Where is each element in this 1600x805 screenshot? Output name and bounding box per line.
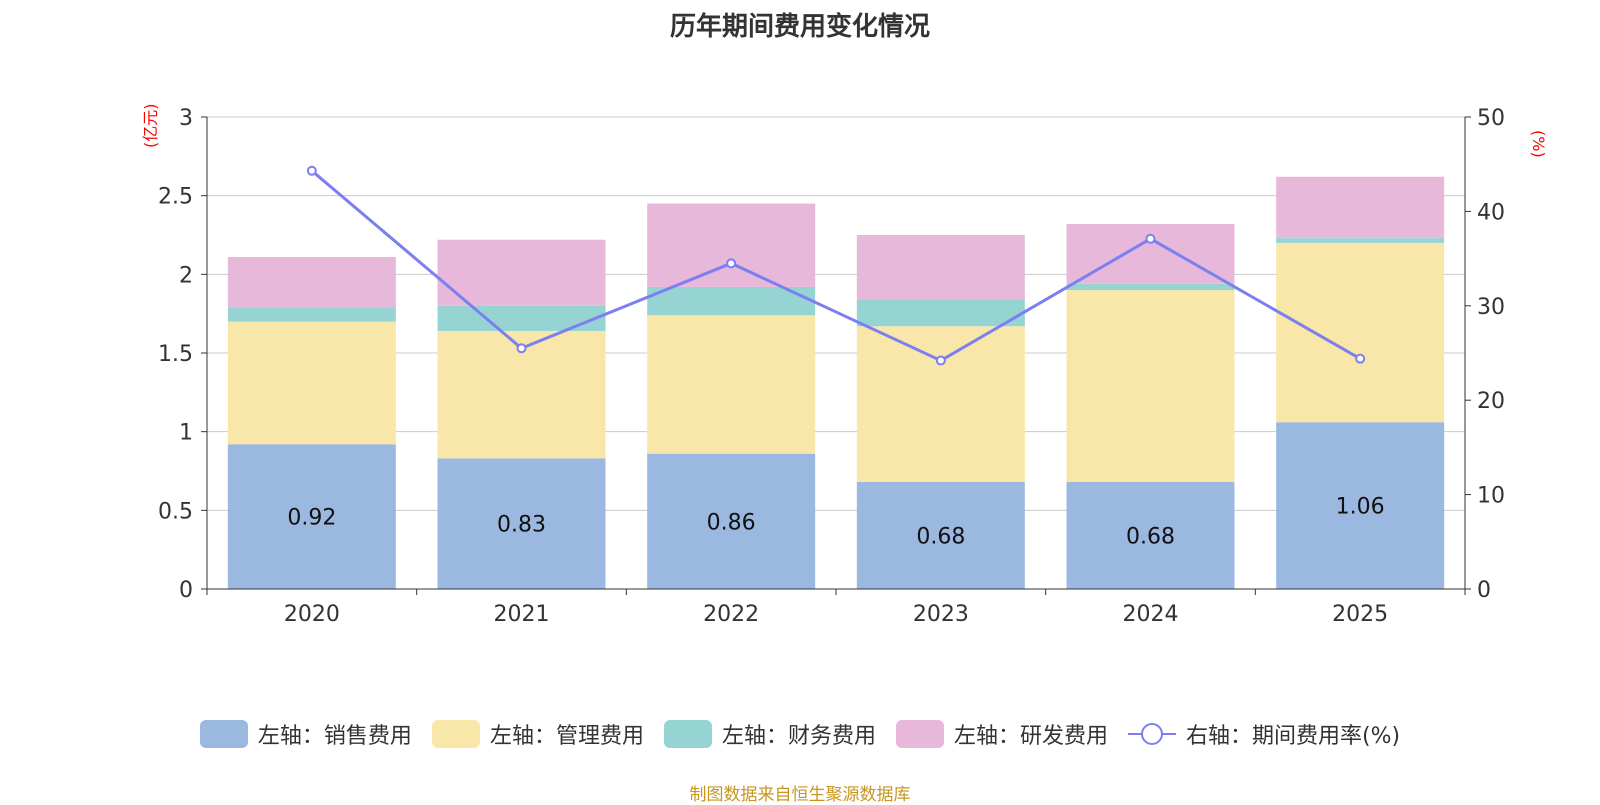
bar-segment-s3-2025 (1276, 176, 1445, 239)
left-axis-tick-label: 3 (179, 106, 193, 131)
bar-segment-s1-2025 (1276, 242, 1445, 423)
bar-segment-s2-2024 (1066, 283, 1235, 291)
legend-item-rnd[interactable]: 左轴：研发费用 (895, 718, 1108, 750)
bar-segment-s0-2024 (1066, 482, 1235, 589)
rate-point-2025 (1355, 353, 1366, 364)
right-axis-tick-label: 20 (1477, 389, 1505, 414)
legend-swatch-finance (663, 720, 712, 748)
bar-segment-s0-2023 (856, 482, 1025, 589)
bar-data-label: 0.68 (916, 525, 965, 550)
left-axis-tick-label: 2 (179, 263, 193, 288)
legend-item-rate[interactable]: 右轴：期间费用率(%) (1127, 718, 1401, 750)
legend-swatch-admin (431, 720, 480, 748)
bar-segment-s2-2022 (647, 286, 816, 316)
bar-segment-s0-2021 (437, 458, 606, 589)
right-axis-tick-label: 50 (1477, 106, 1505, 131)
bar-segment-s3-2022 (647, 203, 816, 287)
bar-segment-s3-2023 (856, 235, 1025, 300)
left-axis-tick-label: 1.5 (158, 342, 193, 367)
left-axis-tick-label: 1 (179, 421, 193, 446)
legend-line-marker-icon (1127, 723, 1176, 745)
right-axis-tick-label: 40 (1477, 200, 1505, 225)
x-axis-tick-label: 2020 (284, 602, 340, 627)
legend-item-sales[interactable]: 左轴：销售费用 (199, 718, 412, 750)
x-axis-tick-label: 2024 (1123, 602, 1179, 627)
left-axis-tick-label: 0 (179, 578, 193, 603)
bar-data-label: 0.68 (1126, 525, 1175, 550)
left-axis-tick-label: 0.5 (158, 499, 193, 524)
rate-point-2022 (726, 258, 737, 269)
legend-swatch-sales (199, 720, 248, 748)
legend: 左轴：销售费用 左轴：管理费用 左轴：财务费用 左轴：研发费用 右轴：期间费用率… (0, 718, 1600, 750)
bar-segment-s1-2024 (1066, 290, 1235, 483)
x-axis-tick-label: 2023 (913, 602, 969, 627)
bar-segment-s1-2020 (227, 321, 396, 445)
rate-line (310, 169, 1361, 363)
bar-segment-s0-2025 (1276, 422, 1445, 589)
bar-segment-s3-2020 (227, 257, 396, 308)
x-axis-tick-label: 2022 (703, 602, 759, 627)
bar-segment-s2-2025 (1276, 238, 1445, 243)
rate-point-2024 (1145, 233, 1156, 244)
bar-segment-s0-2022 (647, 453, 816, 589)
rate-point-2020 (306, 165, 317, 176)
bar-data-label: 0.92 (287, 506, 336, 531)
legend-swatch-rnd (895, 720, 944, 748)
left-axis-tick-label: 2.5 (158, 185, 193, 210)
chart-title: 历年期间费用变化情况 (669, 12, 930, 42)
bar-segment-s3-2021 (437, 239, 606, 306)
legend-label-rnd: 左轴：研发费用 (953, 724, 1108, 749)
legend-item-admin[interactable]: 左轴：管理费用 (431, 718, 644, 750)
rate-point-2023 (935, 355, 946, 366)
data-source-note: 制图数据来自恒生聚源数据库 (689, 785, 911, 805)
legend-label-finance: 左轴：财务费用 (721, 724, 876, 749)
right-axis-tick-label: 0 (1477, 578, 1491, 603)
bar-data-label: 0.83 (497, 513, 546, 538)
bar-segment-s1-2023 (856, 326, 1025, 483)
bar-segment-s0-2020 (227, 444, 396, 589)
bar-segment-s2-2023 (856, 299, 1025, 327)
rate-point-2021 (516, 343, 527, 354)
right-axis-tick-label: 30 (1477, 295, 1505, 320)
right-axis-tick-label: 10 (1477, 484, 1505, 509)
legend-label-admin: 左轴：管理费用 (489, 724, 644, 749)
legend-label-rate: 右轴：期间费用率(%) (1185, 724, 1401, 749)
bar-segment-s1-2022 (647, 315, 816, 454)
bar-data-label: 0.86 (707, 510, 756, 535)
x-axis-tick-label: 2021 (494, 602, 550, 627)
legend-label-sales: 左轴：销售费用 (257, 724, 412, 749)
bar-segment-s2-2021 (437, 305, 606, 331)
x-axis-tick-label: 2025 (1332, 602, 1388, 627)
bar-data-label: 1.06 (1336, 495, 1385, 520)
bar-segment-s3-2024 (1066, 223, 1235, 284)
bar-segment-s2-2020 (227, 307, 396, 322)
legend-item-finance[interactable]: 左轴：财务费用 (663, 718, 876, 750)
